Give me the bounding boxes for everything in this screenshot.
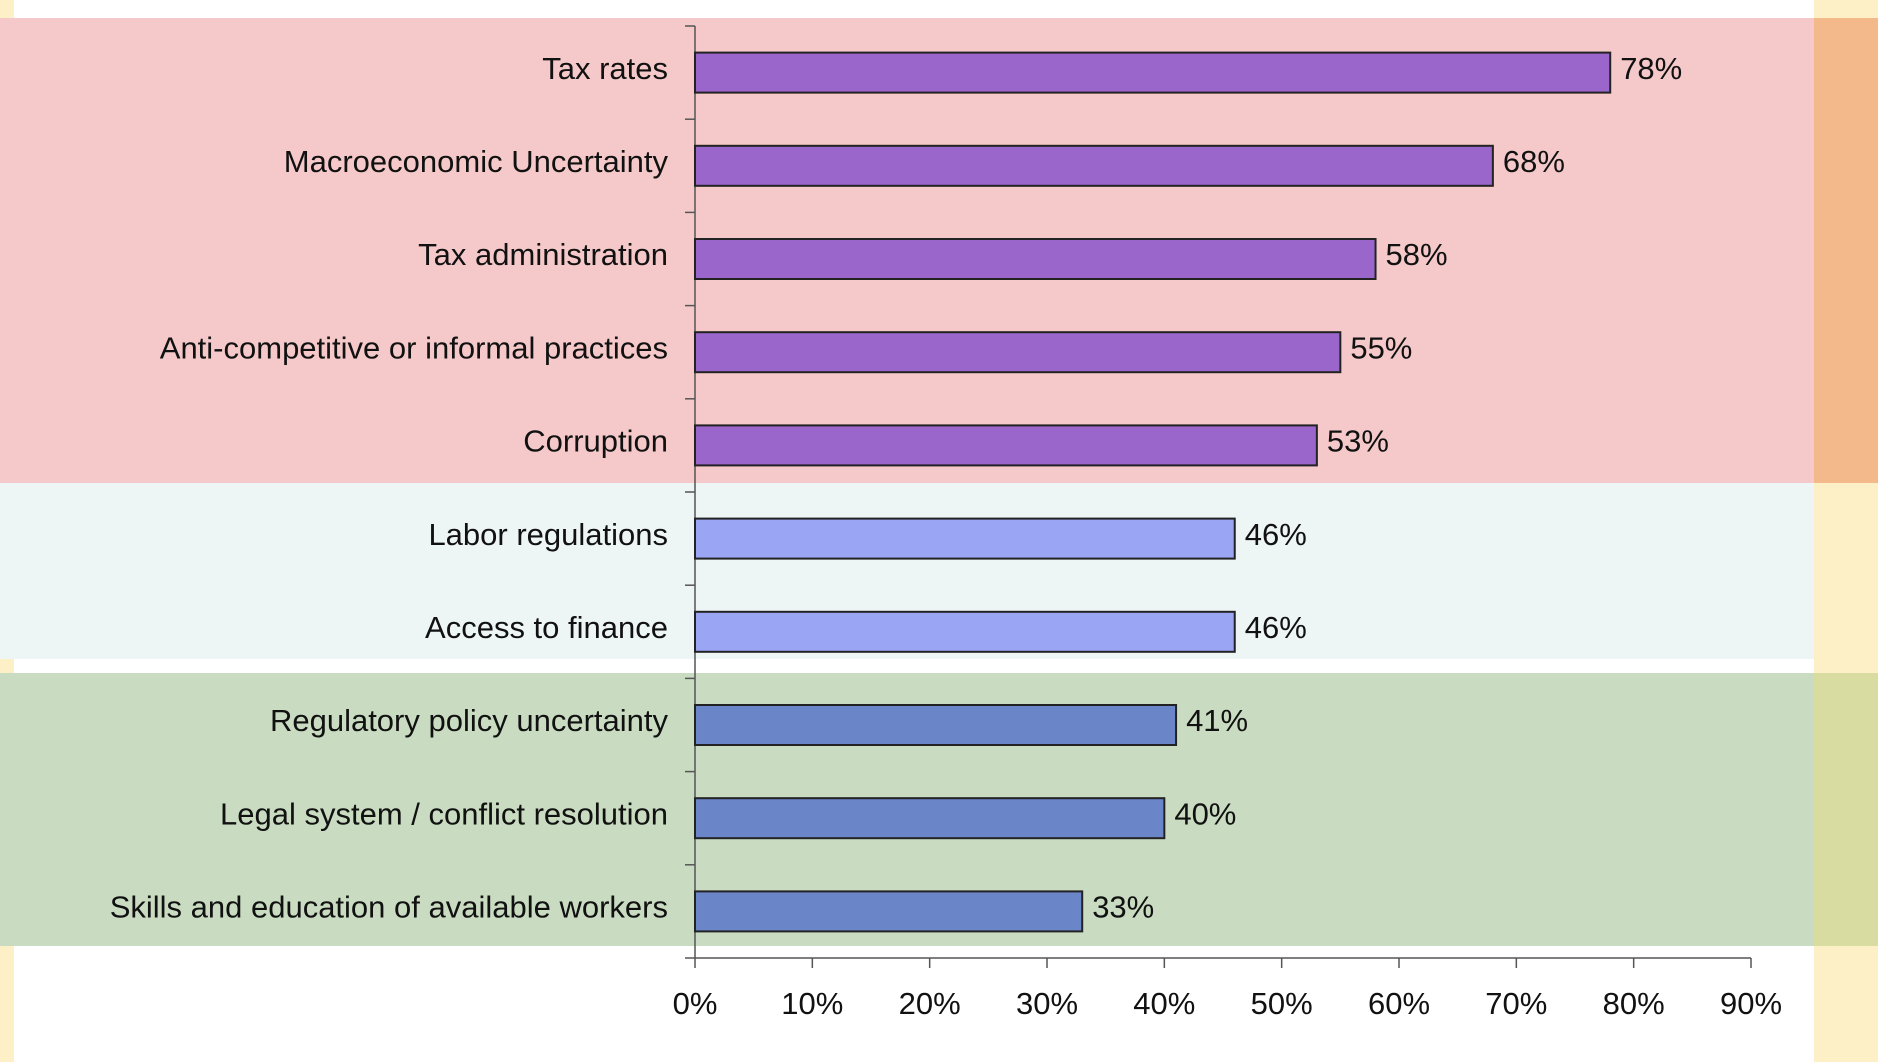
x-tick-label: 0% [673, 986, 718, 1021]
x-tick-label: 40% [1133, 986, 1195, 1021]
value-label: 58% [1386, 237, 1448, 272]
category-label: Macroeconomic Uncertainty [284, 144, 669, 179]
value-label: 78% [1620, 51, 1682, 86]
x-tick-label: 80% [1603, 986, 1665, 1021]
category-label: Skills and education of available worker… [110, 890, 668, 925]
value-label: 33% [1092, 890, 1154, 925]
value-label: 41% [1186, 703, 1248, 738]
bar [694, 238, 1377, 280]
x-tick-label: 60% [1368, 986, 1430, 1021]
x-tick-label: 90% [1720, 986, 1782, 1021]
band-edge-low [1814, 673, 1878, 946]
category-label: Access to finance [425, 610, 668, 645]
bar [694, 517, 1236, 560]
value-label: 40% [1174, 796, 1236, 831]
value-label: 53% [1327, 424, 1389, 459]
bar [694, 610, 1236, 653]
category-label: Tax administration [418, 237, 668, 272]
bar [694, 424, 1318, 467]
category-label: Anti-competitive or informal practices [160, 330, 668, 365]
x-tick-label: 20% [899, 986, 961, 1021]
bar [694, 797, 1166, 840]
category-label: Corruption [523, 424, 668, 459]
bar [694, 144, 1494, 187]
x-tick-label: 50% [1251, 986, 1313, 1021]
x-tick-label: 10% [781, 986, 843, 1021]
bar [694, 51, 1612, 94]
category-label: Labor regulations [428, 517, 668, 552]
x-tick-label: 30% [1016, 986, 1078, 1021]
category-label: Tax rates [542, 51, 668, 86]
bar [694, 331, 1342, 374]
bar [694, 704, 1178, 746]
category-label: Legal system / conflict resolution [220, 796, 668, 831]
bar [694, 890, 1084, 933]
value-label: 55% [1350, 330, 1412, 365]
band-edge-high [1814, 18, 1878, 483]
value-label: 46% [1245, 517, 1307, 552]
category-label: Regulatory policy uncertainty [270, 703, 669, 738]
value-label: 46% [1245, 610, 1307, 645]
x-tick-label: 70% [1485, 986, 1547, 1021]
value-label: 68% [1503, 144, 1565, 179]
